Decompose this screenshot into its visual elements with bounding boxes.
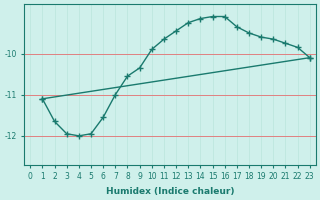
X-axis label: Humidex (Indice chaleur): Humidex (Indice chaleur) (106, 187, 234, 196)
